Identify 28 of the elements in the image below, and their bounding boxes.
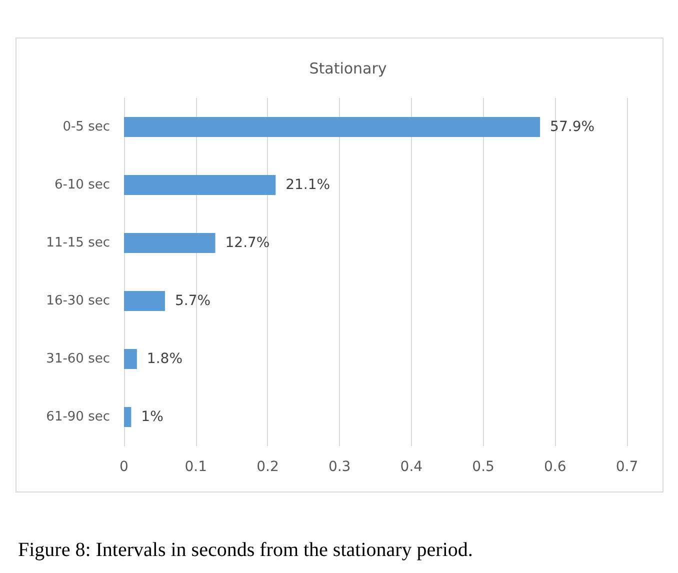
x-tick-label: 0.3 [328, 459, 351, 475]
y-tick-label: 16-30 sec [46, 294, 110, 308]
x-tick-label: 0.7 [616, 459, 638, 475]
data-label: 57.9% [550, 119, 595, 135]
x-tick-label: 0.4 [400, 459, 423, 475]
bar [124, 233, 216, 253]
x-tick-label: 0.2 [256, 459, 279, 475]
y-tick-label: 6-10 sec [54, 178, 110, 192]
x-tick-label: 0.6 [544, 459, 566, 475]
y-tick-label: 31-60 sec [46, 352, 110, 366]
bar [124, 117, 540, 137]
y-tick-label: 11-15 sec [46, 236, 110, 250]
y-tick-label: 0-5 sec [62, 120, 110, 134]
x-tick-label: 0.1 [184, 459, 207, 475]
x-tick-label: 0 [120, 459, 128, 475]
bar [124, 349, 137, 369]
chart-title: Stationary [309, 60, 387, 78]
bar [124, 407, 132, 427]
bar [124, 175, 276, 195]
caption: Figure 8: Intervals in seconds from the stationary period. [18, 539, 473, 561]
data-label: 1.8% [146, 351, 183, 367]
data-label: 21.1% [286, 177, 330, 193]
data-label: 12.7% [225, 235, 270, 251]
bar [124, 291, 165, 311]
data-label: 1% [141, 409, 164, 425]
x-tick-label: 0.5 [472, 459, 494, 475]
y-tick-label: 61-90 sec [46, 410, 110, 424]
data-label: 5.7% [174, 293, 211, 309]
